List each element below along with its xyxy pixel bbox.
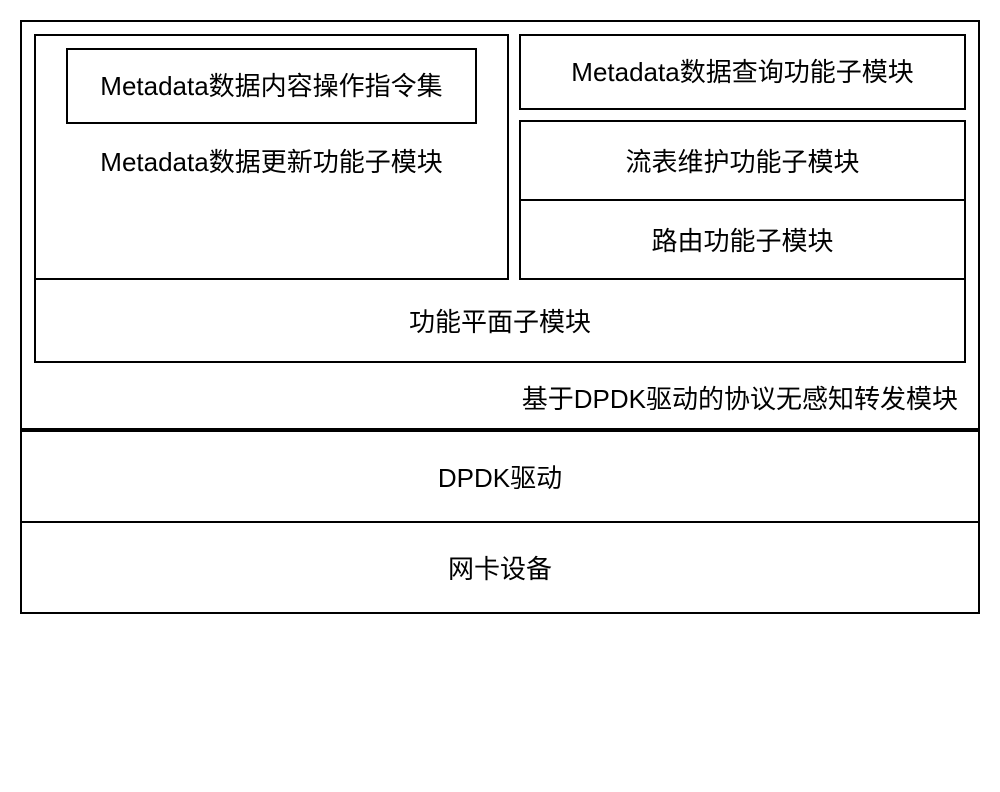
right-modules-column: Metadata数据查询功能子模块 流表维护功能子模块 路由功能子模块 [519,34,966,280]
metadata-query-module: Metadata数据查询功能子模块 [519,34,966,110]
metadata-update-module: Metadata数据内容操作指令集 Metadata数据更新功能子模块 [34,34,509,280]
flow-routing-group: 流表维护功能子模块 路由功能子模块 [519,120,966,280]
metadata-update-module-label: Metadata数据更新功能子模块 [100,136,442,192]
architecture-diagram: Metadata数据内容操作指令集 Metadata数据更新功能子模块 Meta… [20,20,980,614]
metadata-operation-instruction-set: Metadata数据内容操作指令集 [66,48,477,124]
function-plane-module: 功能平面子模块 [34,280,966,363]
forward-module-container: Metadata数据内容操作指令集 Metadata数据更新功能子模块 Meta… [20,20,980,430]
nic-device-row: 网卡设备 [20,523,980,614]
routing-module: 路由功能子模块 [521,201,964,278]
forward-module-label: 基于DPDK驱动的协议无感知转发模块 [34,363,966,428]
dpdk-driver-row: DPDK驱动 [20,430,980,523]
flow-table-module: 流表维护功能子模块 [521,122,964,201]
top-modules-row: Metadata数据内容操作指令集 Metadata数据更新功能子模块 Meta… [34,34,966,280]
